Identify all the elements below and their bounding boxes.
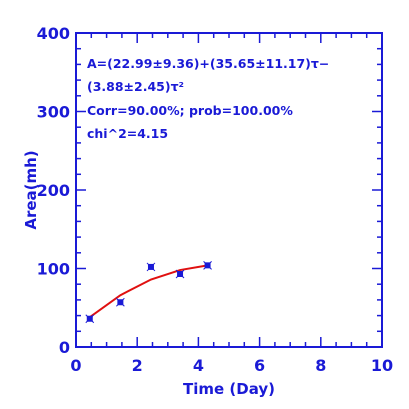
fit-line — [89, 264, 208, 318]
annotation-line-2: (3.88±2.45)τ² — [87, 79, 184, 94]
data-point — [175, 269, 185, 279]
y-axis-title: Area(mh) — [22, 150, 40, 229]
series-layer — [85, 261, 212, 324]
data-point — [85, 314, 95, 324]
data-point-cross — [146, 262, 156, 272]
data-point — [116, 297, 125, 307]
fit-annotation: A=(22.99±9.36)+(35.65±11.17)τ− (3.88±2.4… — [87, 56, 329, 141]
data-point — [146, 262, 156, 272]
y-tick-label: 400 — [37, 24, 70, 43]
x-tick-label: 4 — [193, 356, 204, 375]
x-tick-label: 6 — [254, 356, 265, 375]
x-tick-label: 8 — [315, 356, 326, 375]
ticks — [75, 32, 383, 348]
data-point — [203, 261, 212, 270]
data-point-cross — [203, 261, 212, 270]
x-axis-title: Time (Day) — [183, 380, 275, 398]
annotation-line-1: A=(22.99±9.36)+(35.65±11.17)τ− — [87, 56, 329, 71]
y-tick-label: 200 — [37, 181, 70, 200]
y-tick-label: 300 — [37, 103, 70, 122]
annotation-line-4: chi^2=4.15 — [87, 126, 168, 141]
annotation-line-3: Corr=90.00%; prob=100.00% — [87, 103, 293, 118]
x-tick-label: 0 — [70, 356, 81, 375]
x-tick-label: 2 — [132, 356, 143, 375]
y-tick-label: 100 — [37, 260, 70, 279]
x-tick-label: 10 — [371, 356, 393, 375]
y-tick-label: 0 — [59, 338, 70, 357]
data-point-cross — [116, 297, 125, 307]
data-point-cross — [85, 314, 95, 324]
data-point-cross — [175, 269, 185, 279]
